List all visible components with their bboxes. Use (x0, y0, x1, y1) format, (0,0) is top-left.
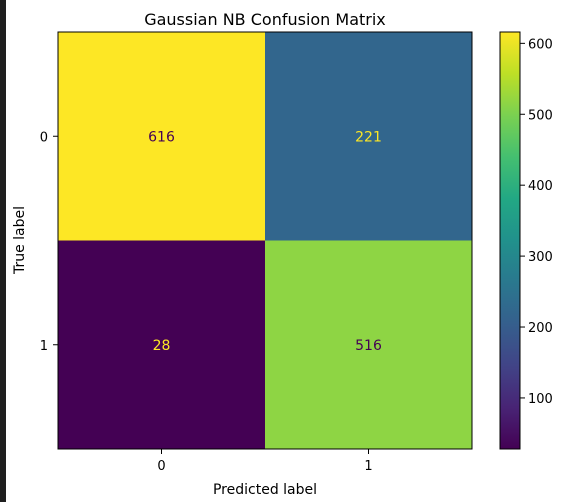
colorbar-tick-label: 400 (528, 179, 553, 194)
colorbar (499, 31, 521, 450)
heatmap-cell (58, 240, 265, 449)
colorbar-tick-label: 600 (528, 37, 553, 52)
cell-value-label: 616 (148, 129, 175, 145)
heatmap-cell (265, 240, 472, 449)
x-tick-label: 0 (157, 459, 165, 474)
chart-title: Gaussian NB Confusion Matrix (144, 10, 386, 29)
cell-value-label: 28 (153, 338, 171, 354)
cell-value-label: 516 (355, 338, 382, 354)
plot-frame (57, 31, 473, 450)
heatmap-cell (265, 32, 472, 241)
colorbar-tick-label: 500 (528, 108, 553, 123)
y-tick-label: 1 (40, 339, 48, 354)
x-axis-label: Predicted label (213, 482, 317, 498)
y-axis-ticks: 01 (40, 130, 58, 354)
cell-value-label: 221 (355, 129, 382, 145)
y-axis-label: True label (12, 206, 28, 275)
window-edge (0, 0, 6, 502)
cell-value-labels: 616 221 28 516 (148, 129, 382, 354)
heatmap-cell (58, 32, 265, 241)
colorbar-tick-label: 300 (528, 250, 553, 265)
x-tick-label: 1 (364, 459, 372, 474)
heatmap-cells (58, 32, 472, 449)
colorbar-tick-label: 100 (528, 392, 553, 407)
colorbar-tick-label: 200 (528, 321, 553, 336)
y-tick-label: 0 (40, 130, 48, 145)
colorbar-ticks: 100 200 300 400 500 600 (520, 37, 553, 407)
